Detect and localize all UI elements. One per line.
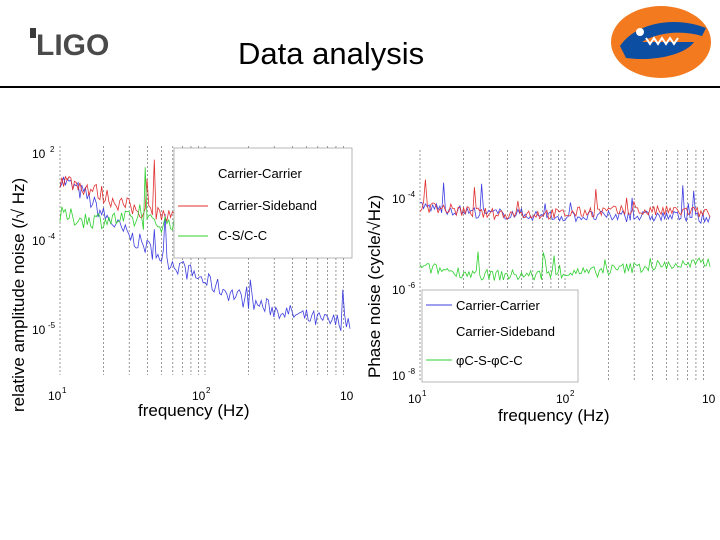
x-tick-labels: 10 1 10 2 10 (408, 389, 716, 406)
x-tick-label: 10 (702, 392, 716, 406)
x-tick-exponent: 2 (570, 389, 575, 398)
y-tick-exponent: -4 (48, 232, 56, 241)
y-tick-label: 10 (32, 323, 46, 337)
y-tick-exponent: -4 (408, 190, 416, 199)
x-tick-label: 10 (340, 389, 354, 403)
y-axis-label: Phase noise (cycle/√Hz) (365, 195, 384, 378)
legend-label: Carrier-Carrier (218, 166, 302, 181)
series-line (419, 251, 711, 281)
legend-label: C-S/C-C (218, 228, 267, 243)
ligo-logo: LIGO (30, 28, 114, 65)
slide-title: Data analysis (238, 36, 425, 71)
title-rule (0, 86, 720, 88)
phase-noise-chart: Carrier-Carrier Carrier-Sideband φC-S-φC… (365, 150, 716, 425)
ligo-logo-text: LIGO (36, 29, 109, 60)
y-tick-labels: 10 2 10 -4 10 -5 (32, 145, 56, 337)
x-tick-label: 10 (408, 392, 422, 406)
y-axis-label: relative amplitude noise (/√ Hz) (9, 178, 28, 412)
legend-box (173, 147, 353, 259)
y-tick-label: 10 (392, 283, 406, 297)
x-tick-label: 10 (556, 392, 570, 406)
gator-logo (606, 2, 716, 89)
gator-logo-teeth (645, 36, 679, 46)
x-tick-label: 10 (48, 389, 62, 403)
x-tick-label: 10 (192, 389, 206, 403)
y-tick-exponent: -8 (408, 367, 416, 376)
y-tick-label: 10 (32, 147, 46, 161)
legend-label: Carrier-Sideband (218, 198, 317, 213)
legend-label: Carrier-Carrier (456, 298, 540, 313)
x-tick-exponent: 1 (422, 389, 427, 398)
y-tick-label: 10 (32, 234, 46, 248)
y-tick-exponent: 2 (50, 145, 55, 154)
gator-logo-eye (636, 28, 644, 36)
y-tick-label: 10 (392, 192, 406, 206)
legend-label: φC-S-φC-C (456, 353, 523, 368)
series-line (419, 182, 711, 224)
y-tick-exponent: -6 (408, 281, 416, 290)
legend-label: Carrier-Sideband (456, 324, 555, 339)
phase-chart-series (419, 179, 711, 281)
amplitude-noise-chart: Carrier-Carrier Carrier-Sideband C-S/C-C… (9, 145, 354, 420)
ligo-logo-mark (30, 28, 36, 38)
x-tick-exponent: 1 (62, 386, 67, 395)
y-tick-exponent: -5 (48, 321, 56, 330)
x-axis-label: frequency (Hz) (138, 401, 249, 420)
x-tick-exponent: 2 (206, 386, 211, 395)
x-tick-labels: 10 1 10 2 10 (48, 386, 354, 403)
x-axis-label: frequency (Hz) (498, 406, 609, 425)
phase-chart-legend: Carrier-Carrier Carrier-Sideband φC-S-φC… (421, 289, 579, 383)
series-line (419, 179, 711, 221)
amplitude-chart-legend: Carrier-Carrier Carrier-Sideband C-S/C-C (173, 147, 353, 259)
y-tick-label: 10 (392, 369, 406, 383)
y-tick-labels: 10 -4 10 -6 10 -8 (392, 190, 416, 383)
